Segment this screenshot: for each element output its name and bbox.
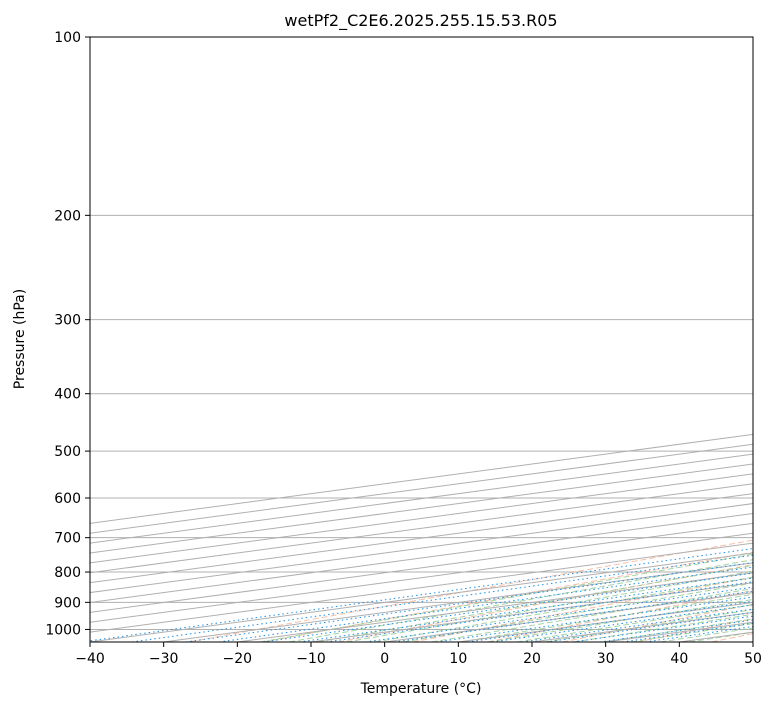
dry-adiabat [711, 632, 753, 642]
dry-adiabat [562, 603, 753, 642]
mixing-ratio-line [299, 577, 753, 642]
dry-adiabat [487, 590, 753, 642]
isotherm-line [90, 503, 753, 594]
y-tick-label: 400 [54, 387, 81, 403]
x-tick-label: 10 [449, 651, 467, 667]
isotherm-line [90, 483, 753, 574]
isotherm-line [90, 493, 753, 584]
y-tick-label: 100 [54, 30, 81, 46]
y-axis: 100 200 300 400 500 600 700 800 900 1000 [45, 30, 90, 638]
chart-title: wetPf2_C2E6.2025.255.15.53.R05 [284, 11, 557, 31]
isotherm-line [90, 453, 753, 544]
isotherm-line [752, 641, 753, 642]
x-tick-label: 50 [744, 651, 762, 667]
isotherm-line [90, 473, 753, 564]
x-axis-title: Temperature (°C) [360, 681, 482, 697]
mixing-ratio-line [394, 590, 753, 642]
y-tick-label: 900 [54, 595, 81, 611]
moist-adiabat [260, 553, 753, 642]
moist-adiabat [346, 570, 753, 642]
dry-adiabat [263, 551, 753, 642]
x-tick-label: 40 [670, 651, 688, 667]
isotherm-line [90, 443, 753, 534]
moist-adiabat [544, 609, 753, 642]
moist-adiabat [487, 599, 753, 642]
x-axis: −40 −30 −20 −10 0 10 20 30 40 50 [75, 642, 762, 667]
moist-adiabat [689, 631, 753, 642]
moist-adiabat [317, 564, 753, 642]
isotherm-line [90, 532, 753, 623]
x-tick-label: 20 [523, 651, 541, 667]
dry-adiabat [636, 618, 753, 642]
isotherm-line [90, 522, 753, 613]
plot-frame [89, 36, 754, 643]
background-lines [90, 37, 753, 642]
mixing-ratio-line [436, 596, 753, 642]
dry-adiabat [188, 539, 753, 642]
y-tick-label: 500 [54, 444, 81, 460]
y-tick-label: 700 [54, 531, 81, 547]
x-tick-label: 0 [380, 651, 389, 667]
isotherm-line [531, 611, 753, 642]
x-tick-label: −40 [75, 651, 105, 667]
dry-adiabat [412, 576, 753, 642]
mixing-ratio-line [467, 600, 753, 642]
mixing-ratio-line [365, 586, 753, 642]
isotherm-line [384, 592, 753, 642]
y-tick-label: 800 [54, 565, 81, 581]
mixing-ratio-line [185, 562, 753, 642]
isotherm-line [90, 433, 753, 524]
moist-adiabat [374, 576, 753, 642]
isotherm-line [90, 463, 753, 554]
x-tick-label: −10 [296, 651, 326, 667]
moist-adiabat [403, 582, 753, 642]
isotherm-line [90, 512, 753, 603]
x-tick-label: −20 [223, 651, 253, 667]
y-tick-label: 600 [54, 491, 81, 507]
y-axis-title: Pressure (hPa) [12, 289, 28, 389]
moist-adiabat [289, 559, 753, 642]
isotherm-line [90, 552, 753, 642]
moist-adiabat [431, 588, 753, 642]
dry-adiabat [338, 564, 753, 642]
y-tick-label: 200 [54, 208, 81, 224]
y-tick-label: 300 [54, 313, 81, 329]
x-tick-label: −30 [149, 651, 179, 667]
x-tick-label: 30 [597, 651, 615, 667]
y-tick-label: 1000 [45, 622, 81, 638]
moist-adiabat [516, 604, 753, 642]
